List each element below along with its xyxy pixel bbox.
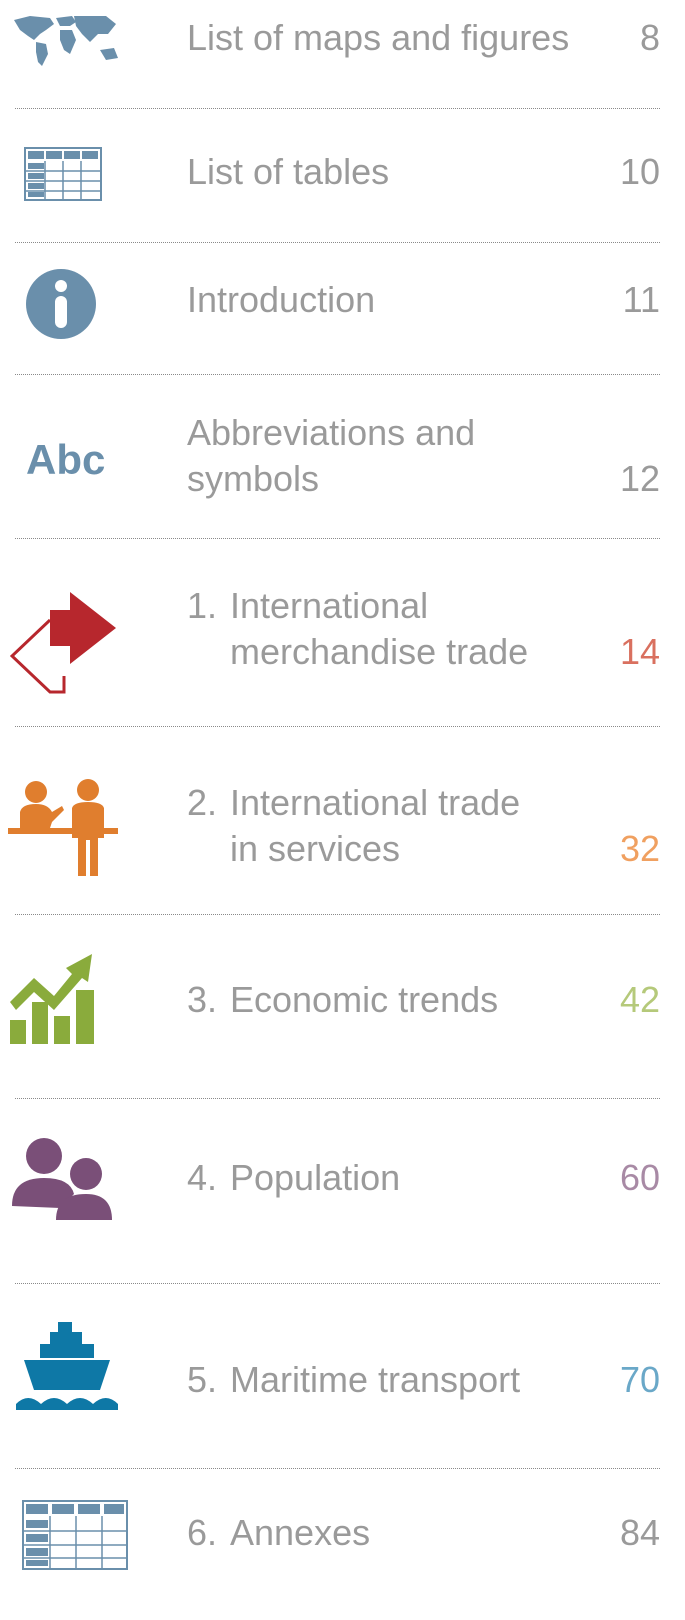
divider [15,108,660,109]
page-number: 8 [639,17,660,58]
title-line: International [230,585,429,626]
entry-number: 1. [187,585,218,626]
abc-icon: Abc [26,436,106,483]
trade-arrows-icon [10,592,116,694]
world-map-icon [14,16,118,66]
entry-number: 6. [187,1512,218,1553]
page-number: 14 [619,631,660,672]
entry-title: Introduction [187,277,375,323]
divider [15,1098,660,1099]
entry-number: 4. [187,1157,218,1198]
ship-icon [16,1322,118,1410]
divider [15,538,660,539]
table-icon [24,147,102,201]
page-number: 10 [619,151,660,192]
entry-number: 2. [187,782,218,823]
trend-icon [10,954,94,1044]
page-number: 60 [619,1157,660,1198]
divider [15,242,660,243]
page-number: 70 [619,1359,660,1400]
entry-title: Economic trends [230,977,498,1023]
entry-title: International trade in services [230,780,520,872]
entry-title: Abbreviations and symbols [187,410,475,502]
title-line: in services [230,828,401,869]
entry-title: List of tables [187,149,389,195]
title-line: Abbreviations and [187,412,476,453]
title-line: Population [230,1157,401,1198]
divider [15,1283,660,1284]
page-number: 84 [619,1512,660,1553]
title-line: International trade [230,782,521,823]
entry-title: Annexes [230,1510,370,1556]
divider [15,374,660,375]
divider [15,1468,660,1469]
title-line: Introduction [187,279,376,320]
annex-table-icon [22,1500,128,1570]
services-icon [8,779,118,876]
page-number: 11 [622,279,660,320]
toc-entry: List of maps and figures 8 [0,15,685,61]
toc-entry: Abbreviations and symbols 12 [0,410,685,502]
entry-title: Population [230,1155,400,1201]
title-line: Annexes [230,1512,371,1553]
page-number: 42 [619,979,660,1020]
entry-number: 3. [187,979,218,1020]
title-line: Maritime transport [230,1359,521,1400]
toc-entry: 2. International trade in services 32 [0,780,685,872]
page-number: 32 [619,828,660,869]
entry-number: 5. [187,1359,218,1400]
info-icon [26,269,96,339]
toc-entry: 1. International merchandise trade 14 [0,583,685,675]
divider [15,726,660,727]
toc-entry: 5. Maritime transport 70 [0,1357,685,1403]
title-line: symbols [187,458,320,499]
toc-entry: Introduction 11 [0,277,685,323]
title-line: List of tables [187,151,390,192]
entry-title: International merchandise trade [230,583,528,675]
toc-entry: 6. Annexes 84 [0,1510,685,1556]
toc-entry: List of tables 10 [0,149,685,195]
title-line: merchandise trade [230,631,529,672]
title-line: List of maps and figures [187,17,570,58]
title-line: Economic trends [230,979,499,1020]
entry-title: List of maps and figures [187,15,569,61]
toc-entry: 4. Population 60 [0,1155,685,1201]
toc-entry: 3. Economic trends 42 [0,977,685,1023]
page-number: 12 [619,458,660,499]
entry-title: Maritime transport [230,1357,520,1403]
population-icon [12,1138,112,1220]
divider [15,914,660,915]
